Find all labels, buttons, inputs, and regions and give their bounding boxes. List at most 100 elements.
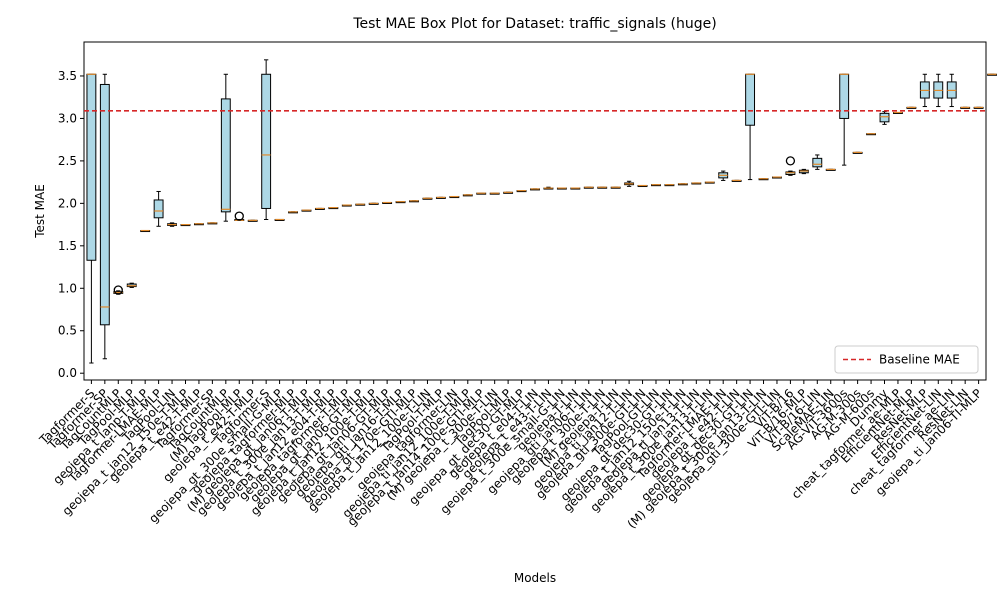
box-item [530,188,540,191]
box-item [140,229,151,233]
x-axis-title: Models [514,571,556,585]
box-item [879,111,890,125]
y-tick-label: 2.5 [58,154,77,168]
y-tick-label: 0.5 [58,324,77,338]
box-item [153,190,164,227]
box-item [234,211,245,221]
box-item [180,223,191,227]
box-item [624,180,635,187]
box-item [731,179,742,182]
box-item [704,181,715,184]
box-item [987,73,997,76]
box-iqr [220,98,231,213]
box-item [126,282,137,288]
box-item [785,156,796,176]
y-tick-label: 1.0 [58,281,77,295]
box-iqr [745,73,756,126]
box-item [556,187,567,190]
box-item [503,191,514,194]
box-item [314,207,325,210]
box-iqr [99,83,110,326]
box-iqr [812,157,823,168]
box-item [758,178,769,181]
box-item [637,184,648,188]
box-iqr [153,199,164,219]
box-item [476,192,487,195]
box-item [113,285,124,295]
box-iqr [879,112,890,123]
box-item [973,106,984,109]
box-item [718,170,729,181]
box-item [798,168,809,175]
box-item [745,73,756,181]
box-item [852,151,863,154]
box-item [368,202,379,205]
box-item [610,186,621,189]
legend-label-baseline: Baseline MAE [879,353,960,367]
box-item [435,196,446,199]
box-item [570,187,581,190]
box-item [86,73,97,364]
box-item [960,106,971,109]
box-item [301,209,312,212]
box-item [691,182,702,185]
box-item [328,207,339,210]
y-axis-title: Test MAE [33,184,47,239]
box-item [946,73,957,108]
box-item [449,195,460,199]
box-item [583,186,594,189]
box-item [409,200,419,203]
y-tick-label: 3.0 [58,111,77,125]
box-item [288,211,298,214]
box-item [382,201,393,205]
y-tick-label: 3.5 [58,69,77,83]
box-item [489,192,500,195]
box-item [167,222,177,227]
box-item [825,168,836,171]
box-item [422,197,433,200]
y-tick-label: 1.5 [58,239,77,253]
box-iqr [86,73,97,261]
box-item [395,201,406,204]
box-item [355,203,366,206]
box-outlier [234,211,244,221]
y-tick-label: 2.0 [58,196,77,210]
box-item [341,204,352,207]
chart-title: Test MAE Box Plot for Dataset: traffic_s… [352,16,716,32]
box-item [664,184,675,187]
box-item [261,59,272,220]
box-item [516,190,527,193]
y-axis-ticks: 0.0 0.5 1.0 1.5 2.0 2.5 3.0 3.5 [58,69,84,380]
box-item [247,219,258,222]
box-outlier [113,285,123,295]
box-item [207,222,218,225]
box-item [839,73,850,166]
y-tick-label: 0.0 [58,366,77,380]
box-item [772,176,782,179]
legend-frame [834,345,979,374]
box-item [462,194,473,197]
box-item [193,223,204,226]
box-item [919,73,930,108]
box-item [933,73,944,108]
box-item [651,184,661,187]
legend: Baseline MAE [834,345,979,374]
box-item [677,183,688,186]
plot-area: 0.0 0.5 1.0 1.5 2.0 2.5 3.0 3.5 Tagformer-STagf… [36,41,997,531]
box-item [893,111,903,114]
box-item [866,133,877,136]
box-item [597,186,608,189]
box-item [906,106,917,109]
box-iqr [261,73,272,209]
box-item [543,186,554,190]
box-outlier [785,156,796,166]
x-axis-ticks: Tagformer-STagformer-SPTagCountMLPTagPoo… [36,380,985,531]
box-item [274,218,285,221]
box-item [220,73,231,222]
box-series [86,59,997,364]
box-iqr [839,73,850,119]
box-item [812,154,823,170]
box-item [99,73,110,360]
